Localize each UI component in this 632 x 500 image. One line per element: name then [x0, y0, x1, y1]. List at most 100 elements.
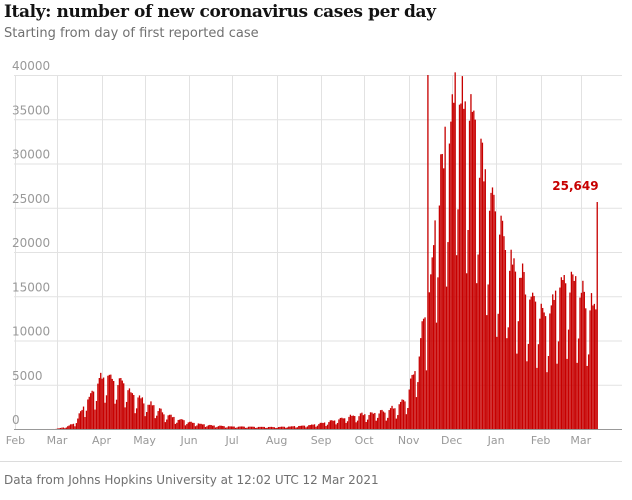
daily-case-bar — [579, 297, 581, 429]
daily-case-bar — [184, 425, 187, 429]
daily-case-bar — [397, 415, 399, 429]
daily-case-bar — [190, 421, 192, 429]
x-axis-ticks: Feb Mar Apr May Jun Jul Aug Sep Oct Nov Dec Jan Feb M… — [6, 434, 592, 447]
daily-case-bar — [431, 257, 433, 429]
daily-case-bar — [382, 411, 385, 429]
daily-case-bar — [577, 338, 580, 429]
daily-case-bar — [552, 294, 554, 429]
daily-case-bar — [201, 424, 204, 429]
daily-case-bar — [242, 426, 244, 429]
daily-case-bar — [150, 401, 152, 429]
daily-case-bar — [329, 420, 331, 429]
daily-case-bar — [511, 264, 514, 429]
daily-case-bar — [222, 425, 224, 429]
daily-case-bar — [434, 220, 436, 429]
daily-case-bar — [104, 402, 106, 429]
daily-case-bar — [108, 374, 111, 429]
daily-case-bar — [153, 405, 155, 429]
daily-case-bar — [315, 426, 317, 429]
daily-case-bar — [455, 255, 458, 429]
chart-title: Italy: number of new coronavirus cases p… — [4, 2, 436, 22]
daily-case-bar — [440, 154, 442, 430]
daily-case-bar — [354, 416, 356, 429]
daily-case-bar — [458, 104, 461, 430]
daily-case-bar — [289, 426, 291, 429]
daily-case-bar — [435, 322, 438, 429]
daily-case-bar — [490, 192, 492, 429]
daily-case-bar — [177, 419, 179, 429]
daily-case-bar — [84, 417, 86, 429]
daily-case-bar — [338, 419, 340, 429]
daily-case-bar — [118, 378, 121, 429]
daily-case-bar — [339, 417, 342, 429]
daily-case-bar — [298, 426, 300, 429]
daily-case-bar — [576, 362, 578, 429]
daily-case-bar — [496, 336, 498, 429]
daily-case-bar — [319, 422, 321, 429]
daily-case-bar — [422, 318, 425, 429]
daily-case-bar — [180, 419, 182, 429]
daily-case-bar — [421, 321, 423, 429]
daily-case-bar — [517, 321, 519, 429]
daily-case-bars — [47, 72, 598, 430]
daily-case-bar — [308, 425, 310, 429]
daily-case-bar — [74, 426, 76, 429]
daily-case-bar — [596, 202, 598, 429]
daily-case-bar — [57, 428, 59, 429]
daily-case-bar — [399, 401, 402, 429]
daily-case-bar — [282, 426, 284, 429]
daily-case-bar — [384, 412, 386, 429]
daily-case-bar — [437, 277, 439, 429]
daily-case-bar — [250, 426, 253, 429]
daily-case-bar — [302, 425, 304, 429]
daily-case-bar — [196, 425, 198, 429]
daily-case-bar — [573, 280, 575, 429]
daily-case-bar — [313, 424, 316, 429]
daily-case-bar — [266, 427, 268, 429]
daily-case-bar — [209, 424, 211, 429]
daily-case-bar — [243, 426, 245, 429]
daily-case-bar — [415, 397, 418, 429]
daily-case-bar — [344, 418, 346, 429]
daily-case-bar — [229, 426, 231, 429]
daily-case-bar — [176, 422, 178, 429]
daily-case-bar — [191, 422, 194, 429]
daily-case-bar — [280, 426, 283, 429]
daily-case-bar — [506, 338, 508, 429]
daily-case-bar — [246, 427, 248, 429]
daily-case-bar — [524, 294, 527, 429]
daily-case-bar — [481, 142, 484, 429]
daily-case-bar — [527, 343, 530, 429]
daily-case-bar — [534, 301, 537, 429]
daily-case-bar — [444, 126, 446, 429]
daily-case-bar — [420, 338, 422, 429]
daily-case-bar — [567, 329, 570, 429]
latest-value-annotation: 25,649 — [552, 179, 598, 193]
daily-case-bar — [590, 293, 593, 429]
daily-case-bar — [186, 424, 188, 429]
daily-case-bar — [543, 312, 545, 429]
daily-case-bar — [402, 399, 405, 429]
daily-case-bar — [483, 181, 485, 429]
daily-case-bar — [216, 426, 218, 429]
daily-case-bar — [392, 408, 395, 429]
daily-case-bar — [325, 426, 327, 429]
daily-case-bar — [87, 399, 89, 429]
x-tick-label: May — [133, 434, 156, 447]
daily-case-bar — [77, 418, 79, 429]
daily-case-bar — [361, 412, 363, 429]
daily-case-bar — [476, 283, 478, 429]
x-tick-label: Aug — [266, 434, 287, 447]
daily-case-bar — [355, 422, 357, 429]
daily-case-bar — [117, 385, 119, 429]
daily-case-bar — [306, 426, 309, 429]
y-tick-label: 0 — [12, 413, 20, 427]
daily-case-bar — [532, 292, 534, 429]
daily-case-bar — [345, 422, 347, 429]
daily-case-bar — [464, 101, 466, 429]
daily-case-bar — [249, 426, 251, 429]
daily-case-bar — [519, 277, 521, 429]
daily-case-bar — [465, 273, 468, 429]
daily-case-bar — [120, 377, 122, 429]
footer-divider — [0, 461, 622, 462]
